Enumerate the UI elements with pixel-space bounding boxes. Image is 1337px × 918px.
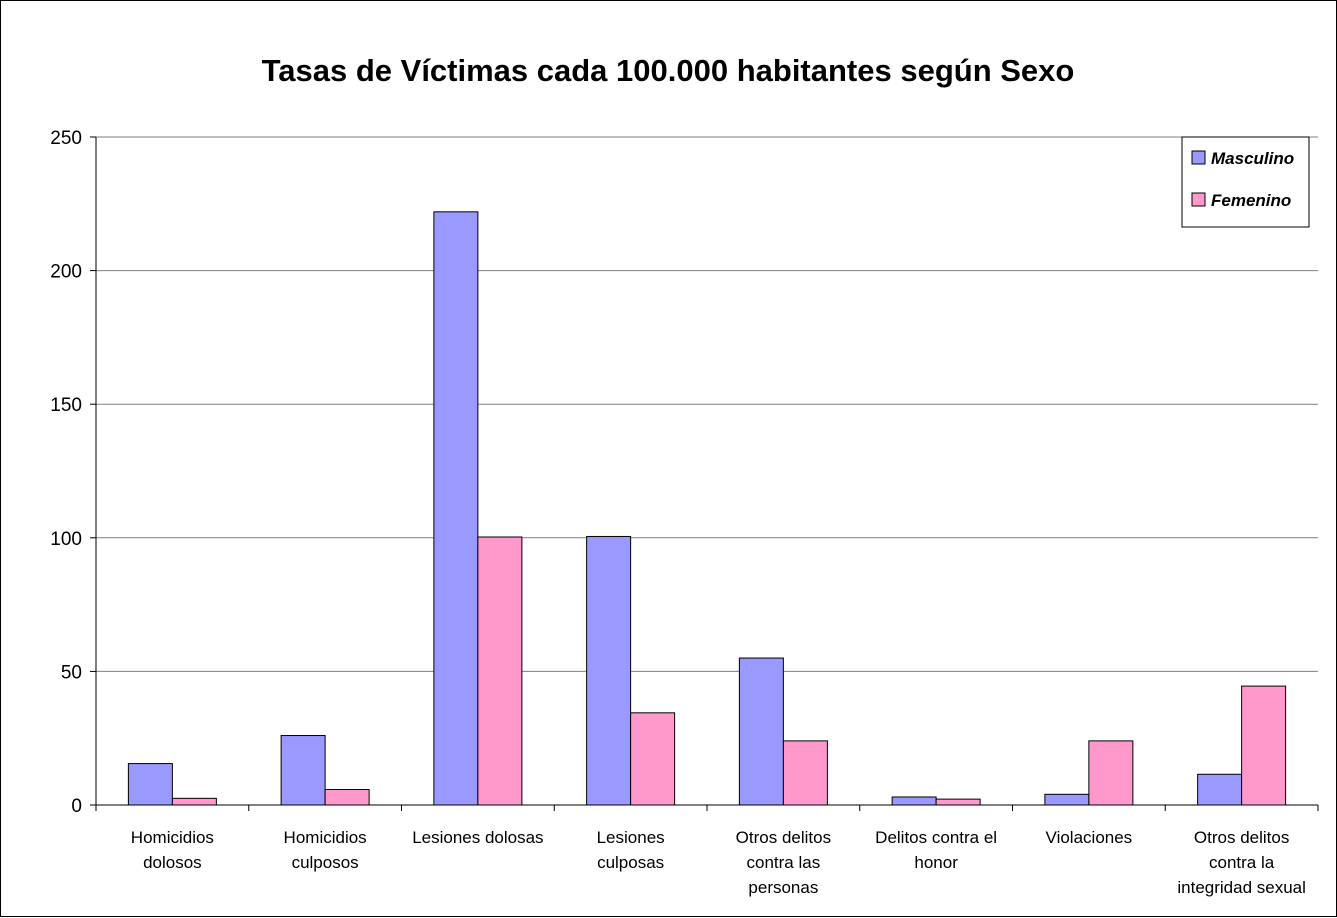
axes (90, 136, 1319, 811)
x-category-label: culposas (597, 853, 664, 872)
bar-masculino (1197, 773, 1243, 806)
bar-masculino (586, 535, 632, 806)
x-category-label: Homicidios (131, 828, 214, 847)
bar-masculino (280, 735, 326, 806)
bar-masculino (891, 796, 937, 806)
x-category-label: Lesiones dolosas (412, 828, 543, 847)
y-tick-label: 100 (50, 529, 82, 550)
y-tick-labels: 0 50 100 150 200 250 (50, 128, 82, 817)
legend: Masculino Femenino (1181, 136, 1310, 228)
x-category-label: personas (748, 878, 818, 897)
bar-masculino (738, 657, 784, 806)
x-category-labels: Homicidios dolosos Homicidios culposos Lesio… (131, 828, 1306, 897)
x-category-label: honor (914, 853, 958, 872)
x-category-label: culposos (292, 853, 359, 872)
y-tick-label: 150 (50, 395, 82, 416)
x-category-label: Lesiones (597, 828, 665, 847)
x-category-label: dolosos (143, 853, 202, 872)
legend-swatch (1191, 150, 1206, 165)
legend-swatch (1191, 192, 1206, 207)
y-tick-label: 50 (61, 662, 82, 683)
bar-femenino (630, 712, 676, 806)
bar-femenino (782, 740, 828, 806)
legend-label: Femenino (1211, 191, 1291, 210)
x-category-label: Delitos contra el (875, 828, 997, 847)
bars (127, 211, 1287, 806)
y-tick-label: 250 (50, 128, 82, 149)
x-category-label: Otros delitos (736, 828, 831, 847)
y-tick-label: 0 (71, 796, 82, 817)
x-category-label: contra la (1209, 853, 1275, 872)
x-category-label: contra las (747, 853, 821, 872)
x-category-label: Homicidios (284, 828, 367, 847)
legend-label: Masculino (1211, 149, 1294, 168)
gridlines (96, 136, 1318, 672)
bar-masculino (1044, 793, 1090, 806)
bar-femenino (1241, 685, 1287, 806)
bar-femenino (935, 798, 981, 806)
x-category-label: Violaciones (1046, 828, 1133, 847)
bar-masculino (127, 763, 173, 806)
bar-femenino (171, 797, 217, 806)
chart-title: Tasas de Víctimas cada 100.000 habitante… (262, 53, 1075, 88)
bar-masculino (433, 211, 479, 806)
bar-femenino (477, 536, 523, 806)
bar-femenino (1088, 740, 1134, 806)
legend-box (1181, 136, 1310, 228)
bar-femenino (324, 789, 370, 806)
x-category-label: Otros delitos (1194, 828, 1289, 847)
x-category-label: integridad sexual (1177, 878, 1306, 897)
y-tick-label: 200 (50, 262, 82, 283)
